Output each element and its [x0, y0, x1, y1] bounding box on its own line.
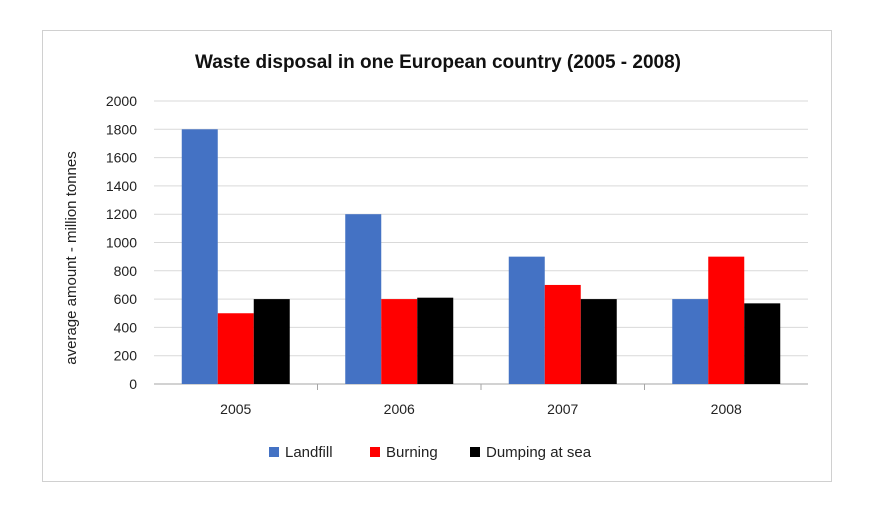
bar-dumping-at-sea-2007: [580, 299, 617, 384]
bar-landfill-2007: [508, 256, 545, 384]
legend-swatch-burning: [370, 447, 380, 457]
bar-burning-2007: [544, 284, 581, 384]
bar-burning-2006: [381, 299, 418, 384]
bar-landfill-2006: [345, 214, 382, 384]
chart-title: Waste disposal in one European country (…: [195, 52, 681, 73]
y-tick-label: 200: [114, 348, 138, 364]
legend-label: Dumping at sea: [486, 444, 592, 461]
bar-burning-2005: [217, 313, 254, 384]
y-tick-label: 0: [129, 376, 137, 392]
y-tick-label: 1200: [106, 206, 137, 222]
y-tick-label: 400: [114, 319, 138, 335]
x-tick-label: 2006: [384, 401, 415, 417]
legend-swatch-landfill: [269, 447, 279, 457]
y-tick-label: 1800: [106, 121, 137, 137]
chart-frame: [42, 30, 832, 482]
bar-burning-2008: [708, 256, 745, 384]
bar-dumping-at-sea-2008: [744, 303, 781, 384]
bar-landfill-2008: [672, 299, 709, 384]
y-tick-label: 1600: [106, 150, 137, 166]
y-tick-label: 600: [114, 291, 138, 307]
y-tick-label: 1000: [106, 235, 137, 251]
x-tick-label: 2007: [547, 401, 578, 417]
bar-dumping-at-sea-2006: [417, 297, 454, 384]
legend-label: Landfill: [285, 444, 333, 461]
legend-label: Burning: [386, 444, 438, 461]
y-tick-label: 800: [114, 263, 138, 279]
legend-swatch-dumping-at-sea: [470, 447, 480, 457]
bar-dumping-at-sea-2005: [253, 299, 290, 384]
bar-landfill-2005: [181, 129, 218, 384]
x-tick-label: 2008: [711, 401, 742, 417]
x-tick-label: 2005: [220, 401, 251, 417]
y-tick-label: 2000: [106, 93, 137, 109]
y-axis-title: average amount - million tonnes: [63, 151, 80, 364]
y-tick-label: 1400: [106, 178, 137, 194]
